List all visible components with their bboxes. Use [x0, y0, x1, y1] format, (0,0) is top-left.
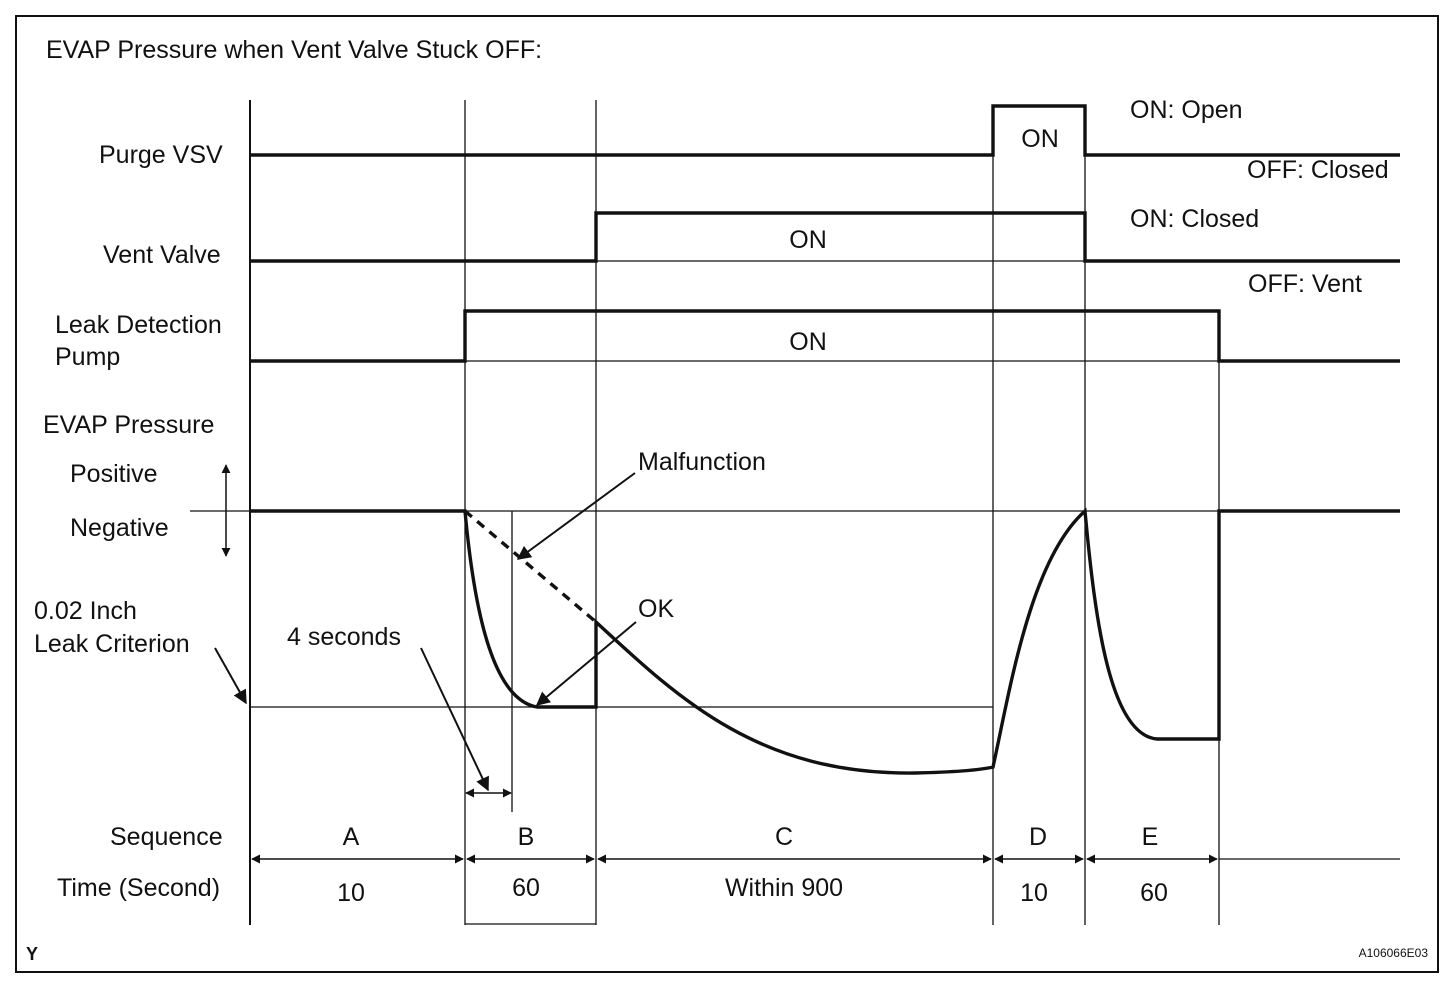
- vent-valve-off-state: OFF: Vent: [1248, 270, 1362, 298]
- corner-mark: Y: [26, 944, 38, 964]
- ok-label: OK: [638, 595, 674, 623]
- phase-b-name: B: [518, 823, 535, 851]
- phase-c-name: C: [775, 823, 793, 851]
- vent-valve-pulse-label: ON: [789, 226, 827, 254]
- purge-vsv-off-state: OFF: Closed: [1247, 156, 1389, 184]
- pump-pulse-label: ON: [789, 328, 827, 356]
- time-row-label: Time (Second): [57, 874, 220, 902]
- evap-pressure-label: EVAP Pressure: [43, 411, 214, 439]
- phase-c-time: Within 900: [725, 874, 843, 902]
- ok-pointer: [535, 621, 637, 706]
- positive-label: Positive: [70, 460, 158, 488]
- figure-id: A106066E03: [1359, 946, 1429, 960]
- pump-signal: [250, 309, 1400, 363]
- purge-vsv-on-state: ON: Open: [1130, 96, 1243, 124]
- leak-criterion-line1: 0.02 Inch: [34, 597, 137, 625]
- vent-valve-label: Vent Valve: [103, 241, 221, 269]
- phase-e-name: E: [1142, 823, 1159, 851]
- purge-vsv-pulse-label: ON: [1021, 125, 1059, 153]
- phase-a-name: A: [343, 823, 360, 851]
- purge-vsv-label: Purge VSV: [99, 141, 223, 169]
- phase-b-time: 60: [512, 874, 540, 902]
- pump-label-line2: Pump: [55, 343, 120, 371]
- phase-d-time: 10: [1020, 879, 1048, 907]
- evap-pressure-trace: [250, 507, 1400, 775]
- vent-valve-signal: [250, 211, 1400, 263]
- figure-frame: [15, 15, 1439, 973]
- leak-criterion-line2: Leak Criterion: [34, 630, 190, 658]
- purge-vsv-signal: [250, 104, 1400, 157]
- malfunction-pointer: [516, 472, 636, 560]
- phase-d-name: D: [1029, 823, 1047, 851]
- four-seconds-label: 4 seconds: [287, 623, 401, 651]
- four-seconds-pointer: [420, 647, 489, 792]
- negative-label: Negative: [70, 514, 169, 542]
- pump-label-line1: Leak Detection: [55, 311, 222, 339]
- phase-a-time: 10: [337, 879, 365, 907]
- vent-valve-on-state: ON: Closed: [1130, 205, 1259, 233]
- malfunction-label: Malfunction: [638, 448, 766, 476]
- diagram-title: EVAP Pressure when Vent Valve Stuck OFF:: [46, 36, 542, 64]
- phase-e-time: 60: [1140, 879, 1168, 907]
- criterion-pointer: [214, 647, 247, 705]
- malfunction-trace: [463, 509, 598, 624]
- sequence-row-label: Sequence: [110, 823, 223, 851]
